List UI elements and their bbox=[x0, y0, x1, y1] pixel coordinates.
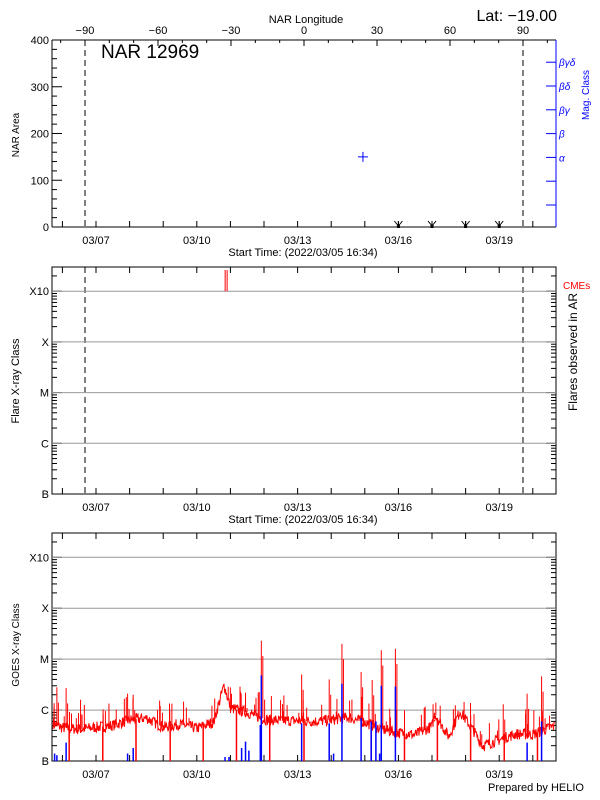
observation-marker-dot bbox=[396, 225, 400, 228]
x-tick-label: 03/19 bbox=[485, 769, 513, 781]
y-tick-label: X bbox=[42, 603, 50, 615]
y-tick-label: 0 bbox=[43, 222, 49, 234]
y-tick-label: X10 bbox=[29, 286, 49, 298]
x-axis-label-panel2: Start Time: (2022/03/05 16:34) bbox=[228, 514, 377, 526]
y-tick-label: B bbox=[42, 489, 49, 501]
y-tick-label: C bbox=[41, 705, 49, 717]
x-tick-label: 03/10 bbox=[183, 235, 211, 247]
region-title: NAR 12969 bbox=[101, 42, 199, 63]
observation-marker-dot bbox=[497, 225, 501, 228]
y-tick-label: 400 bbox=[31, 35, 49, 47]
x-axis-label-panel1: Start Time: (2022/03/05 16:34) bbox=[228, 247, 377, 259]
right-axis-label-flares: Flares observed in AR bbox=[566, 293, 580, 411]
lon-tick-label: 60 bbox=[444, 25, 456, 37]
y-tick-label: X10 bbox=[29, 552, 49, 564]
y-tick-label: X bbox=[42, 337, 50, 349]
x-tick-label: 03/16 bbox=[385, 235, 413, 247]
y-axis-label-flare-class: Flare X-ray Class bbox=[10, 338, 22, 423]
y-tick-label: M bbox=[40, 388, 49, 400]
lon-tick-label: −30 bbox=[222, 25, 241, 37]
lon-tick-label: −60 bbox=[149, 25, 168, 37]
lon-tick-label: 90 bbox=[517, 25, 529, 37]
y-tick-label: C bbox=[41, 438, 49, 450]
x-tick-label: 03/07 bbox=[82, 502, 110, 514]
lon-tick-label: 30 bbox=[371, 25, 383, 37]
y-tick-label: B bbox=[42, 756, 49, 768]
x-tick-label: 03/13 bbox=[284, 235, 312, 247]
y-tick-label: 100 bbox=[31, 175, 49, 187]
x-tick-label: 03/07 bbox=[82, 235, 110, 247]
footer-credit: Prepared by HELIO bbox=[488, 782, 584, 794]
latitude-label: Lat: −19.00 bbox=[476, 8, 557, 25]
plot-frame-1 bbox=[52, 40, 556, 227]
x-tick-label: 03/19 bbox=[485, 502, 513, 514]
lon-tick-label: 0 bbox=[301, 25, 307, 37]
mag-class-label: βγ bbox=[558, 106, 571, 117]
y-tick-label: 200 bbox=[31, 129, 49, 141]
plot-frame-2 bbox=[51, 266, 557, 495]
x-tick-label: 03/10 bbox=[183, 502, 211, 514]
x-tick-label: 03/07 bbox=[82, 769, 110, 781]
x-tick-label: 03/16 bbox=[385, 502, 413, 514]
lon-tick-label: −90 bbox=[76, 25, 95, 37]
top-axis-label: NAR Longitude bbox=[269, 14, 344, 26]
x-tick-label: 03/16 bbox=[385, 769, 413, 781]
right-axis-label-mag-class: Mag. Class bbox=[581, 70, 592, 120]
mag-class-label: α bbox=[559, 153, 565, 164]
legend-cmes: CMEs bbox=[563, 281, 590, 292]
mag-class-label: βδ bbox=[558, 82, 571, 93]
x-tick-label: 03/19 bbox=[485, 235, 513, 247]
mag-class-label: βγδ bbox=[558, 58, 576, 69]
y-tick-label: M bbox=[40, 654, 49, 666]
y-tick-label: 300 bbox=[31, 82, 49, 94]
observation-marker-dot bbox=[430, 225, 434, 228]
y-axis-label-area: NAR Area bbox=[11, 112, 22, 157]
chart-marks: 03/07 03/10 03/13 03/16 03/19 03/07 03/10 03/13… bbox=[29, 25, 575, 781]
x-tick-label: 03/13 bbox=[284, 769, 312, 781]
y-axis-label-goes: GOES X-ray Class bbox=[11, 603, 22, 686]
observation-marker-dot bbox=[464, 225, 468, 228]
x-tick-label: 03/10 bbox=[183, 769, 211, 781]
mag-class-label: β bbox=[558, 130, 565, 141]
x-tick-label: 03/13 bbox=[284, 502, 312, 514]
